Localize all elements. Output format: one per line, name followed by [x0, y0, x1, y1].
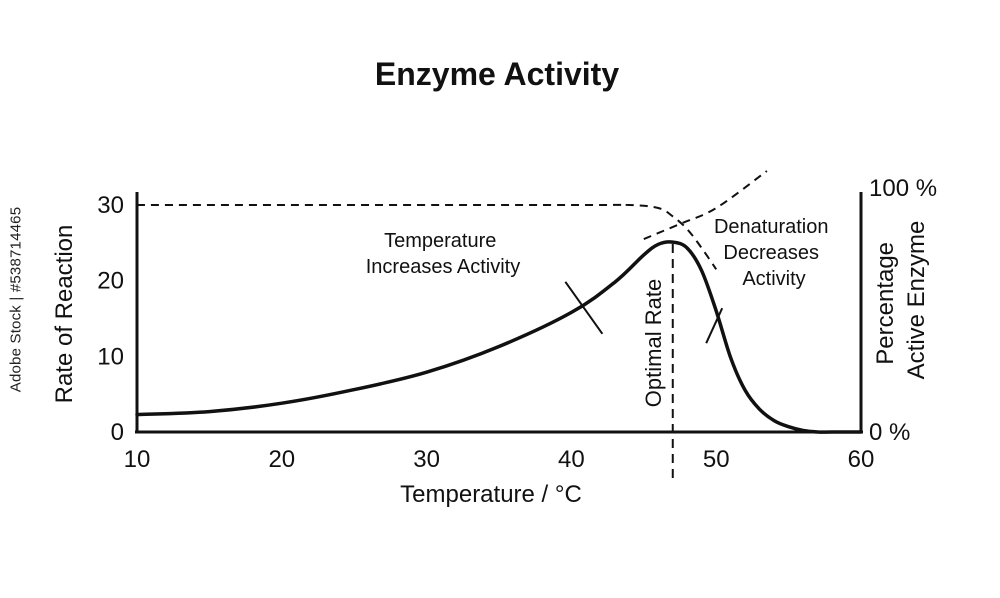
annotation-line: Increases Activity: [366, 256, 521, 278]
y2-tick-label: 0 %: [869, 419, 910, 446]
x-tick-labels: 10 20 30 40 50 60: [124, 446, 875, 473]
x-tick-label: 30: [413, 446, 440, 473]
y2-axis-label: Percentage Active Enzyme: [872, 221, 930, 380]
x-tick-label: 10: [124, 446, 151, 473]
y2-tick-label: 100 %: [869, 175, 937, 202]
annotation-denaturation-text: Denaturation Decreases Activity: [714, 216, 834, 290]
y-tick-labels: 0 10 20 30: [97, 192, 124, 446]
y2-tick-labels: 0 % 100 %: [869, 175, 937, 446]
y-tick-label: 10: [97, 343, 124, 370]
x-tick-label: 40: [558, 446, 585, 473]
x-tick-label: 20: [268, 446, 295, 473]
y2-axis-label-line-2: Active Enzyme: [903, 221, 930, 380]
watermark-text: Adobe Stock | #538714465: [7, 206, 25, 392]
annotation-leader-line: [705, 307, 724, 344]
annotation-denaturation-decreases: Denaturation Decreases Activity: [705, 216, 834, 344]
y-tick-label: 0: [111, 419, 124, 446]
percentage-active-enzyme-dashed-line: [643, 170, 768, 241]
annotation-line: Decreases: [723, 242, 819, 264]
series-layer: [135, 170, 863, 434]
y-axis-label: Rate of Reaction: [51, 225, 78, 404]
chart-title: Enzyme Activity: [375, 56, 619, 92]
axes: [135, 192, 863, 434]
rate-curve: [135, 240, 863, 434]
x-tick-label: 60: [848, 446, 875, 473]
annotation-leader-line: [564, 281, 604, 335]
y2-axis-label-line-1: Percentage: [872, 242, 899, 365]
stock-watermark: Adobe Stock | #538714465: [4, 0, 28, 598]
reference-line-layer: Optimal Rate: [641, 244, 674, 484]
annotation-line: Activity: [742, 268, 805, 290]
y-tick-label: 20: [97, 268, 124, 295]
optimal-rate-label: Optimal Rate: [641, 279, 666, 407]
annotation-line: Temperature: [384, 230, 496, 252]
annotation-temperature-increases: Temperature Increases Activity: [366, 230, 604, 335]
y-tick-label: 30: [97, 192, 124, 219]
annotation-temperature-increases-text: Temperature Increases Activity: [366, 230, 521, 278]
annotation-line: Denaturation: [714, 216, 829, 238]
x-tick-label: 50: [703, 446, 730, 473]
x-axis-label: Temperature / °C: [400, 481, 582, 508]
